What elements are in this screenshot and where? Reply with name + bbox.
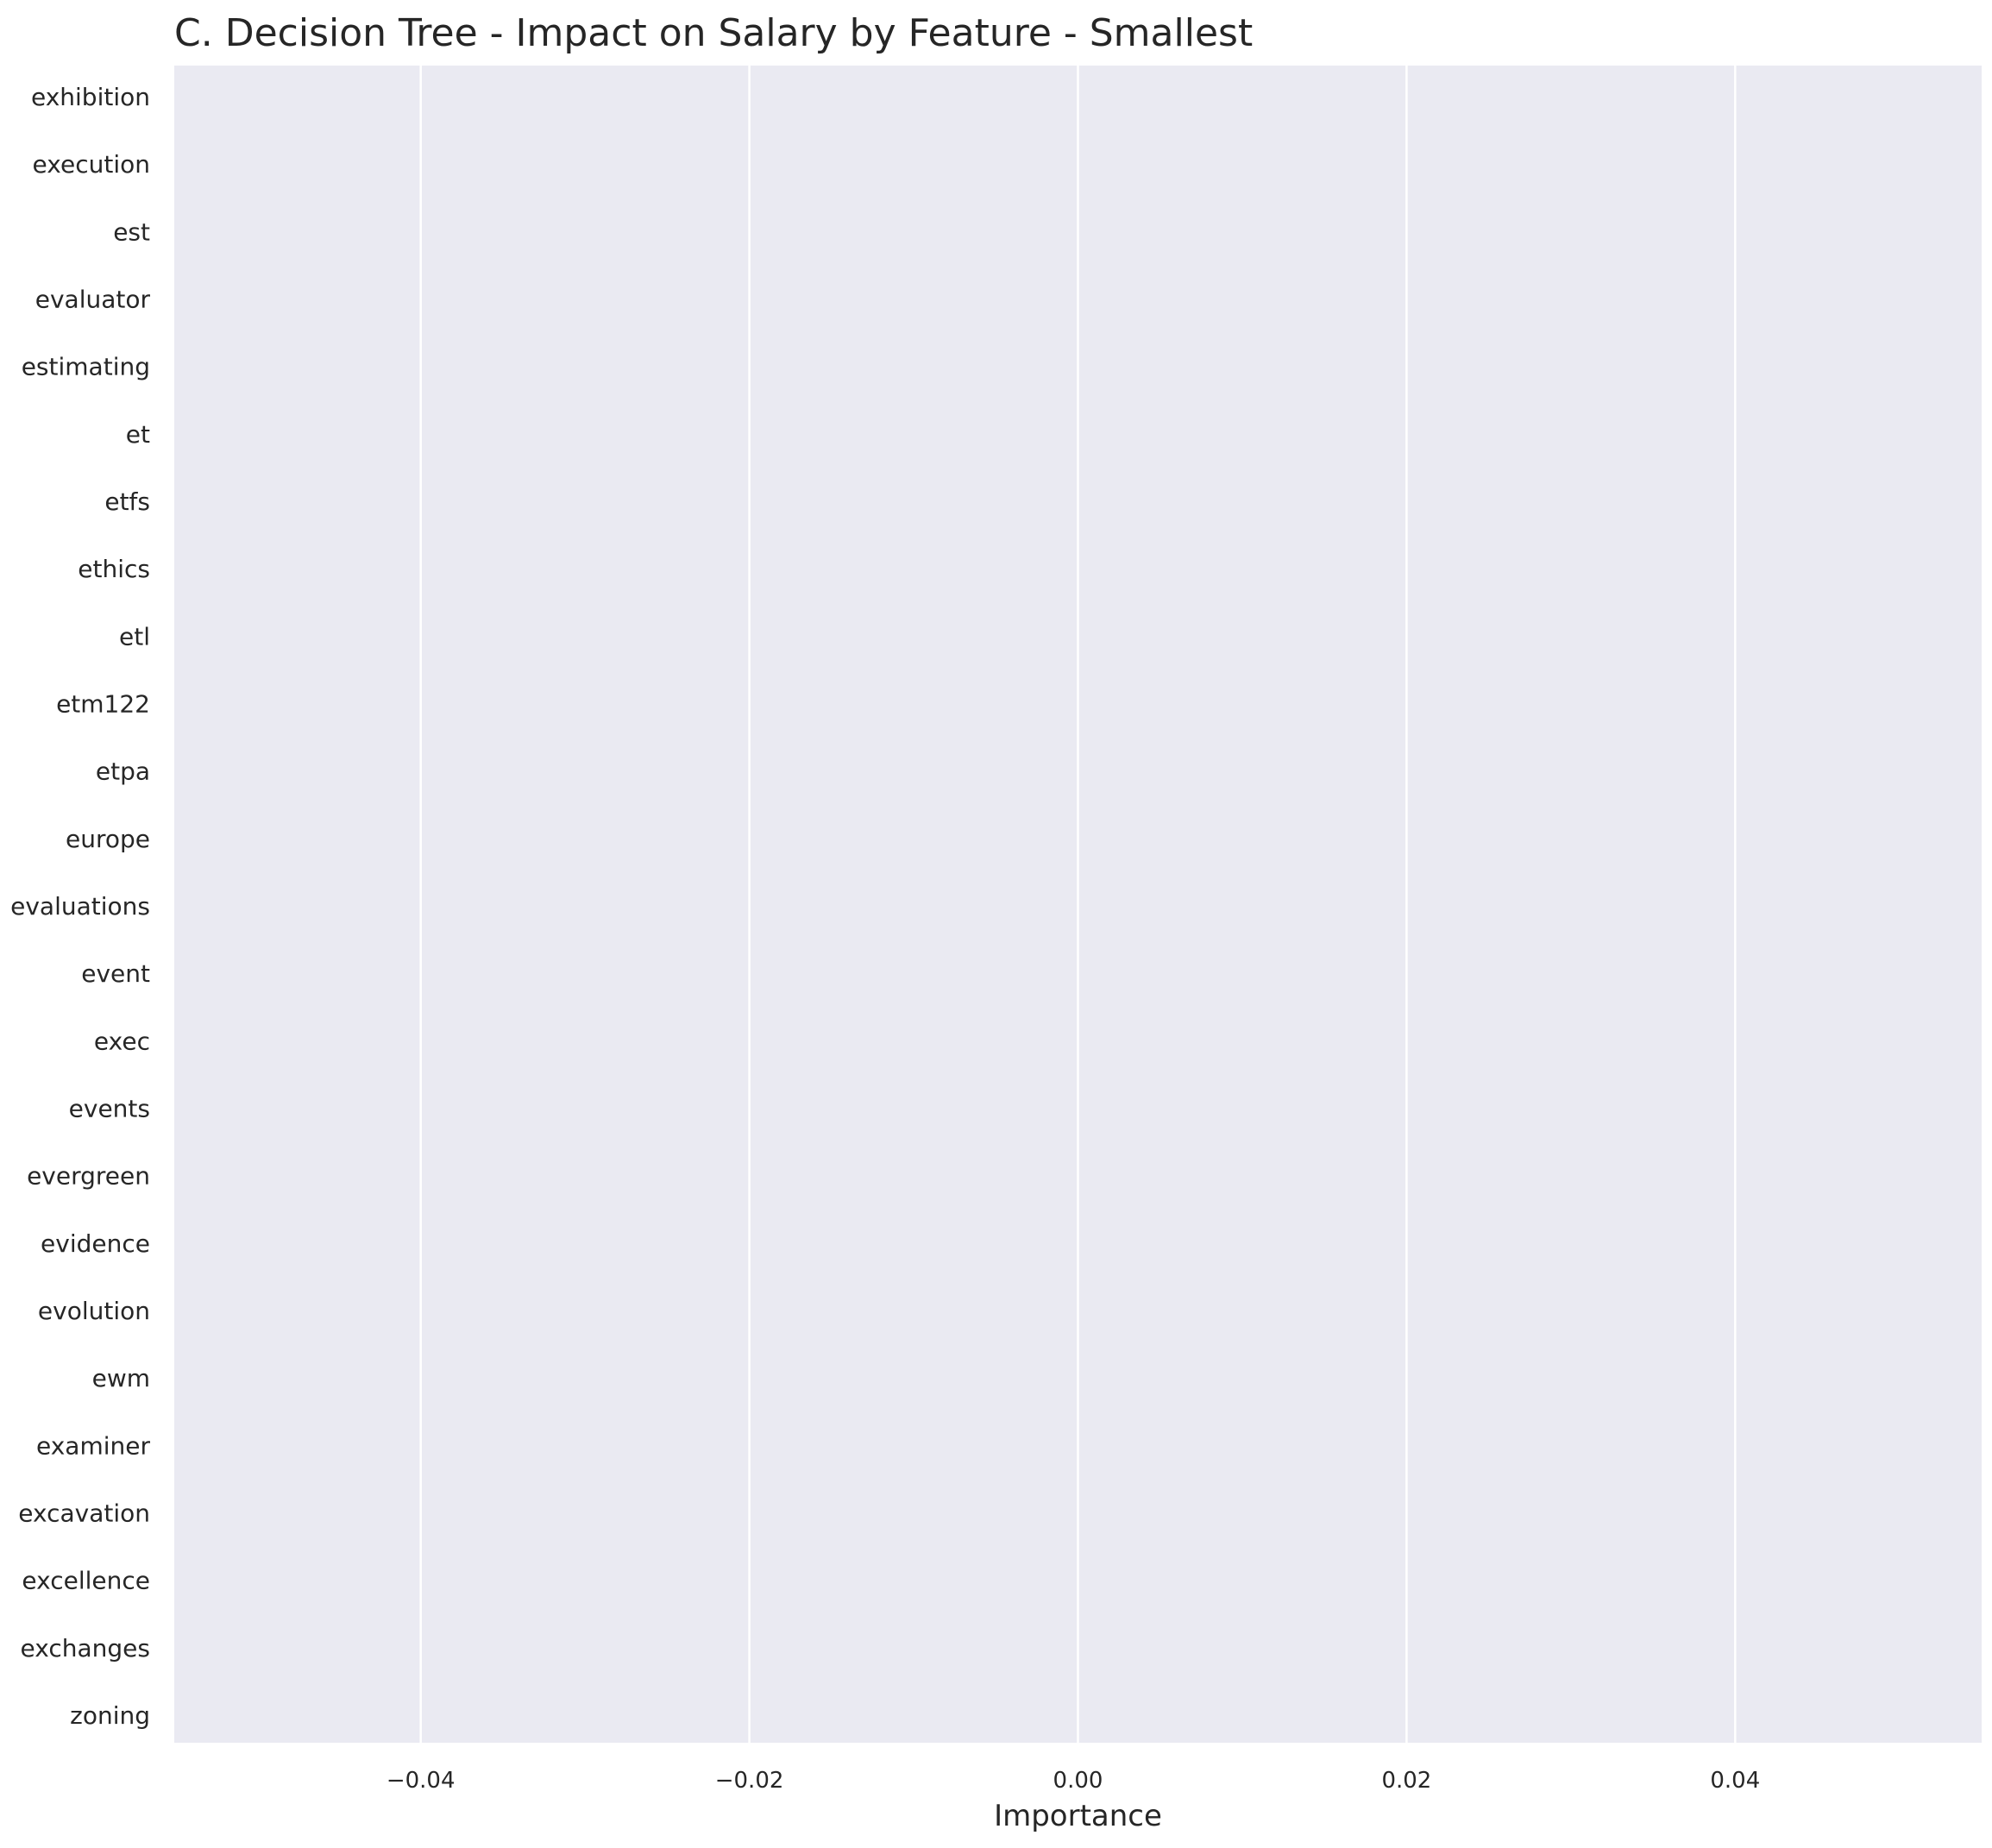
x-tick-label: 0.02 xyxy=(1381,1768,1431,1794)
y-tick-label: etpa xyxy=(96,757,150,786)
y-tick-label: et xyxy=(126,420,150,449)
y-tick-label: etl xyxy=(119,622,150,651)
x-tick-label: −0.04 xyxy=(386,1768,456,1794)
y-tick-label: evaluations xyxy=(10,892,150,921)
y-tick-label: events xyxy=(69,1095,150,1123)
y-tick-label: exec xyxy=(94,1027,150,1055)
x-tick-label: 0.00 xyxy=(1053,1768,1103,1794)
chart-title: C. Decision Tree - Impact on Salary by F… xyxy=(174,11,1253,55)
y-tick-label: zoning xyxy=(70,1701,150,1730)
x-tick-label: −0.02 xyxy=(715,1768,784,1794)
y-tick-label: execution xyxy=(33,150,150,179)
x-tick-labels: −0.04 −0.02 0.00 0.02 0.04 xyxy=(386,1768,1760,1794)
y-tick-label: event xyxy=(81,959,150,988)
y-tick-labels: exhibition execution est evaluator estimatin… xyxy=(10,83,150,1730)
y-tick-label: europe xyxy=(66,825,150,853)
y-tick-label: excavation xyxy=(18,1499,150,1528)
y-tick-label: evidence xyxy=(41,1229,150,1258)
y-tick-label: etm122 xyxy=(56,690,150,719)
y-tick-label: excellence xyxy=(22,1567,150,1595)
y-tick-label: etfs xyxy=(104,487,150,516)
y-tick-label: exhibition xyxy=(31,83,150,111)
x-axis-label: Importance xyxy=(994,1799,1162,1833)
y-tick-label: estimating xyxy=(22,353,150,381)
y-tick-label: evergreen xyxy=(27,1162,150,1191)
y-tick-label: examiner xyxy=(36,1431,150,1460)
y-tick-label: est xyxy=(113,217,150,246)
grid-lines xyxy=(419,66,1737,1743)
y-tick-label: evolution xyxy=(38,1297,150,1325)
y-tick-label: ewm xyxy=(92,1364,150,1392)
y-tick-label: ethics xyxy=(78,555,150,583)
x-tick-label: 0.04 xyxy=(1710,1768,1760,1794)
y-tick-label: exchanges xyxy=(21,1634,150,1663)
y-tick-label: evaluator xyxy=(35,286,151,314)
